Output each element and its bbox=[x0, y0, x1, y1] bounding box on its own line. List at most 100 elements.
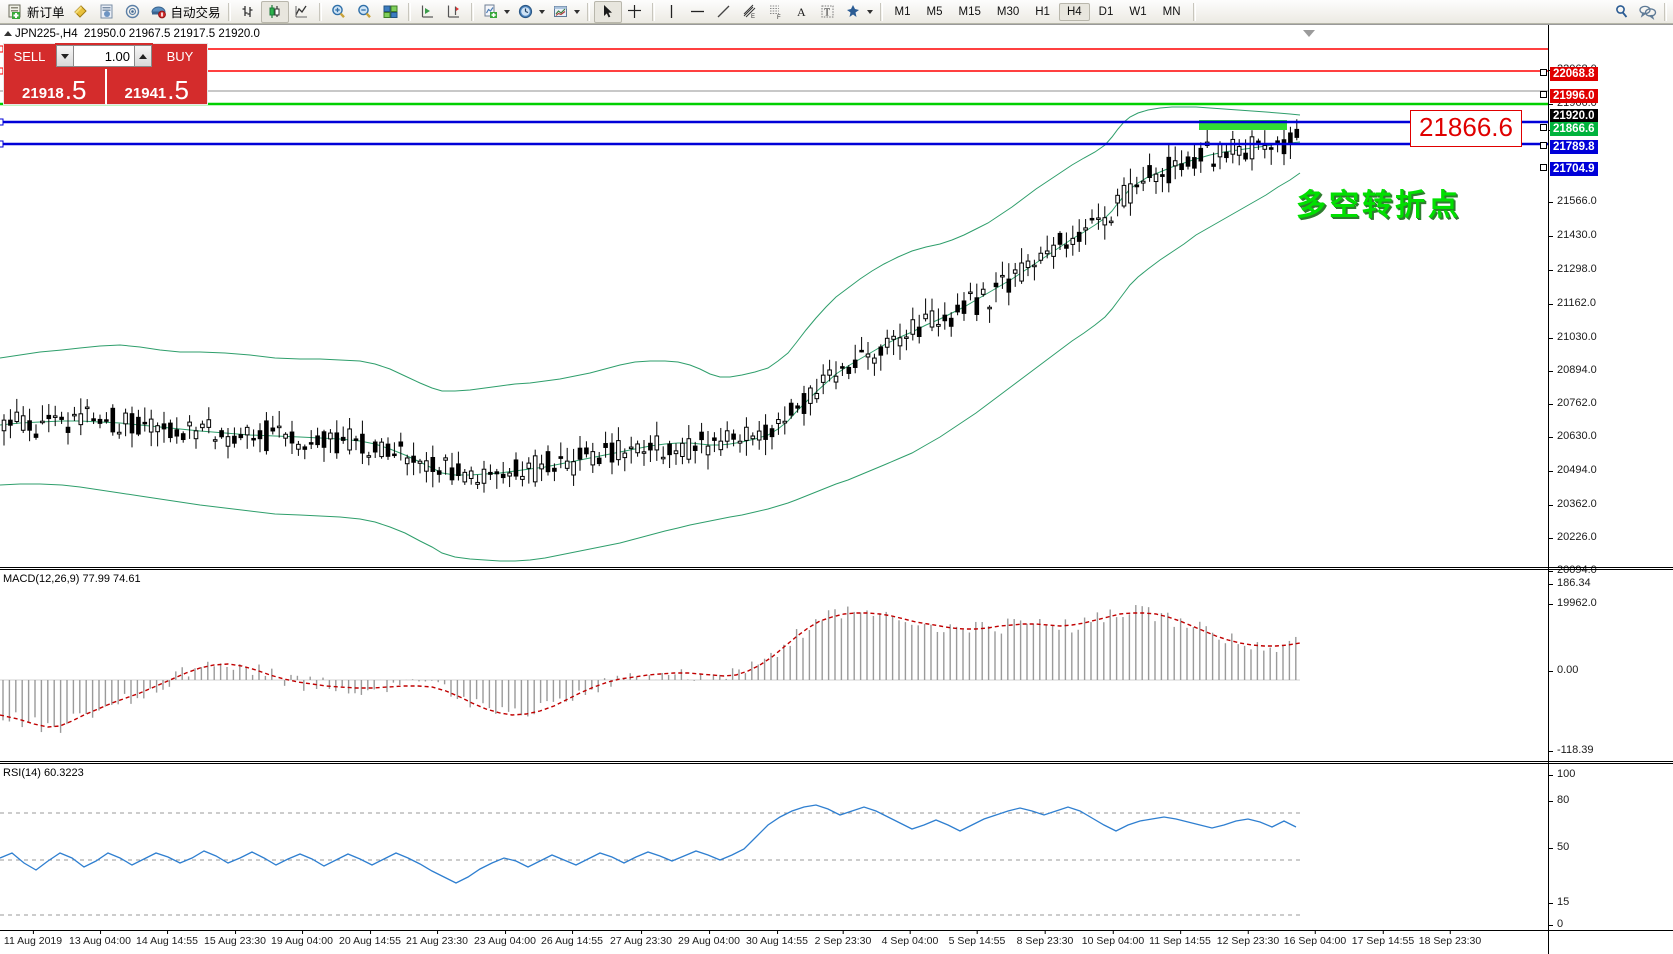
price-tag[interactable]: 21920.0 bbox=[1550, 109, 1598, 123]
zoom-in-button[interactable] bbox=[326, 1, 352, 23]
time-tick: 11 Aug 2019 bbox=[3, 930, 63, 947]
time-tick: 29 Aug 04:00 bbox=[678, 930, 740, 947]
line-chart-button[interactable] bbox=[289, 1, 315, 23]
auto-scroll-button[interactable] bbox=[441, 1, 467, 23]
data-window-button[interactable] bbox=[94, 1, 120, 23]
timeframe-h4[interactable]: H4 bbox=[1058, 2, 1090, 21]
templates-button[interactable] bbox=[548, 1, 583, 23]
volume-increment-button[interactable] bbox=[134, 45, 152, 67]
sell-button[interactable]: SELL bbox=[3, 43, 55, 69]
chart-area[interactable]: JPN225-,H4 21950.0 21967.5 21917.5 21920… bbox=[0, 24, 1673, 954]
tile-windows-button[interactable] bbox=[378, 1, 404, 23]
price-tag-handle[interactable] bbox=[1540, 69, 1547, 76]
time-tick: 16 Sep 04:00 bbox=[1283, 930, 1347, 947]
vertical-line-icon bbox=[662, 2, 682, 22]
search-button[interactable] bbox=[1608, 1, 1634, 23]
chart-shift-icon bbox=[418, 2, 438, 22]
timeframe-h1[interactable]: H1 bbox=[1035, 5, 1050, 18]
indicator-tick: 0 bbox=[1548, 918, 1564, 930]
timeframe-w1[interactable]: W1 bbox=[1129, 5, 1147, 18]
crosshair-button[interactable] bbox=[622, 1, 648, 23]
trendline-button[interactable] bbox=[711, 1, 737, 23]
buy-button[interactable]: BUY bbox=[153, 43, 208, 69]
macd-pane-label: MACD(12,26,9) 77.99 74.61 bbox=[3, 573, 141, 585]
text-button[interactable]: A bbox=[789, 1, 815, 23]
zoom-out-icon bbox=[355, 2, 375, 22]
buy-price-button[interactable]: 21941.5 bbox=[106, 69, 208, 105]
time-tick: 2 Sep 23:30 bbox=[814, 930, 872, 947]
time-scale-corner bbox=[1548, 930, 1673, 954]
price-tag-handle[interactable] bbox=[1540, 124, 1547, 131]
timeframe-m1[interactable]: M1 bbox=[894, 5, 911, 18]
volume-decrement-button[interactable] bbox=[56, 45, 74, 67]
indicators-button[interactable] bbox=[478, 1, 513, 23]
svg-text:T: T bbox=[824, 8, 830, 19]
price-tick: 20094.0 bbox=[1549, 564, 1597, 576]
chevron-down-icon[interactable] bbox=[538, 9, 545, 14]
time-tick: 26 Aug 14:55 bbox=[541, 930, 603, 947]
toolbar-separator bbox=[227, 2, 231, 21]
volume-stepper[interactable]: 1.00 bbox=[55, 43, 153, 69]
time-tick: 14 Aug 14:55 bbox=[136, 930, 198, 947]
cursor-button[interactable] bbox=[593, 0, 622, 23]
equidistant-channel-button[interactable]: E bbox=[737, 1, 763, 23]
toolbar-separator bbox=[586, 2, 590, 21]
shapes-button[interactable] bbox=[841, 1, 876, 23]
time-scale[interactable]: 11 Aug 2019 13 Aug 04:00 14 Aug 14:55 15 Au… bbox=[0, 930, 1548, 954]
new-order-label: 新订单 bbox=[27, 6, 65, 20]
bar-chart-button[interactable] bbox=[235, 1, 261, 23]
vertical-line-button[interactable] bbox=[659, 1, 685, 23]
toolbar-separator bbox=[470, 2, 474, 21]
chat-button[interactable] bbox=[1634, 1, 1660, 23]
price-tag[interactable]: 21789.8 bbox=[1550, 140, 1598, 154]
price-tag[interactable]: 21996.0 bbox=[1550, 89, 1598, 103]
timeframe-d1[interactable]: D1 bbox=[1098, 5, 1114, 18]
price-tag[interactable]: 22068.8 bbox=[1550, 67, 1598, 81]
equidistant-channel-icon: E bbox=[740, 2, 760, 22]
chart-dropdown-arrow-icon[interactable] bbox=[1303, 30, 1315, 37]
zoom-out-button[interactable] bbox=[352, 1, 378, 23]
price-scale[interactable]: 22068.021966.021830.021566.021430.021298… bbox=[1540, 25, 1673, 954]
indicator-tick: 15 bbox=[1548, 896, 1570, 908]
timeframe-m15[interactable]: M15 bbox=[958, 5, 981, 18]
indicator-tick: 50 bbox=[1548, 841, 1570, 853]
chart-shift-button[interactable] bbox=[415, 1, 441, 23]
timeframe-m5[interactable]: M5 bbox=[926, 5, 943, 18]
chevron-down-icon[interactable] bbox=[503, 9, 510, 14]
price-tag[interactable]: 21866.6 bbox=[1550, 122, 1598, 136]
price-tag[interactable]: 21704.9 bbox=[1550, 162, 1598, 176]
expert-advisors-button[interactable] bbox=[68, 1, 94, 23]
main-toolbar: 新订单 bbox=[0, 0, 1673, 24]
one-click-trading-panel[interactable]: SELL 1.00 BUY 21918.5 21941.5 bbox=[3, 43, 208, 105]
sell-price-button[interactable]: 21918.5 bbox=[3, 69, 107, 105]
chat-icon bbox=[1637, 2, 1657, 22]
auto-trading-button[interactable]: 自动交易 bbox=[146, 1, 224, 23]
volume-input[interactable]: 1.00 bbox=[74, 45, 134, 67]
time-tick: 15 Aug 23:30 bbox=[204, 930, 266, 947]
timeframe-mn[interactable]: MN bbox=[1162, 5, 1181, 18]
candlestick-chart-button[interactable] bbox=[260, 0, 289, 23]
price-tag-handle[interactable] bbox=[1540, 91, 1547, 98]
price-tick: 20494.0 bbox=[1549, 464, 1597, 476]
signals-icon bbox=[123, 2, 143, 22]
price-level-lines bbox=[0, 48, 1548, 146]
text-label-icon: T bbox=[818, 2, 838, 22]
svg-text:F: F bbox=[777, 15, 781, 20]
chevron-down-icon[interactable] bbox=[573, 9, 580, 14]
chevron-up-icon bbox=[139, 53, 147, 59]
price-tag-handle[interactable] bbox=[1540, 164, 1547, 171]
chevron-down-icon[interactable] bbox=[866, 9, 873, 14]
collapse-triangle-icon[interactable] bbox=[4, 31, 12, 36]
new-order-button[interactable]: 新订单 bbox=[2, 1, 68, 23]
signals-button[interactable] bbox=[120, 1, 146, 23]
timeframe-m30[interactable]: M30 bbox=[996, 5, 1020, 18]
periods-button[interactable] bbox=[513, 1, 548, 23]
fibonacci-button[interactable]: F bbox=[763, 1, 789, 23]
one-click-trading-price-row: 21918.5 21941.5 bbox=[3, 69, 208, 105]
price-callout-box[interactable]: 21866.6 bbox=[1410, 110, 1522, 147]
time-tick: 4 Sep 04:00 bbox=[881, 930, 939, 947]
horizontal-line-button[interactable] bbox=[685, 1, 711, 23]
price-tag-handle[interactable] bbox=[1540, 142, 1547, 149]
text-label-button[interactable]: T bbox=[815, 1, 841, 23]
